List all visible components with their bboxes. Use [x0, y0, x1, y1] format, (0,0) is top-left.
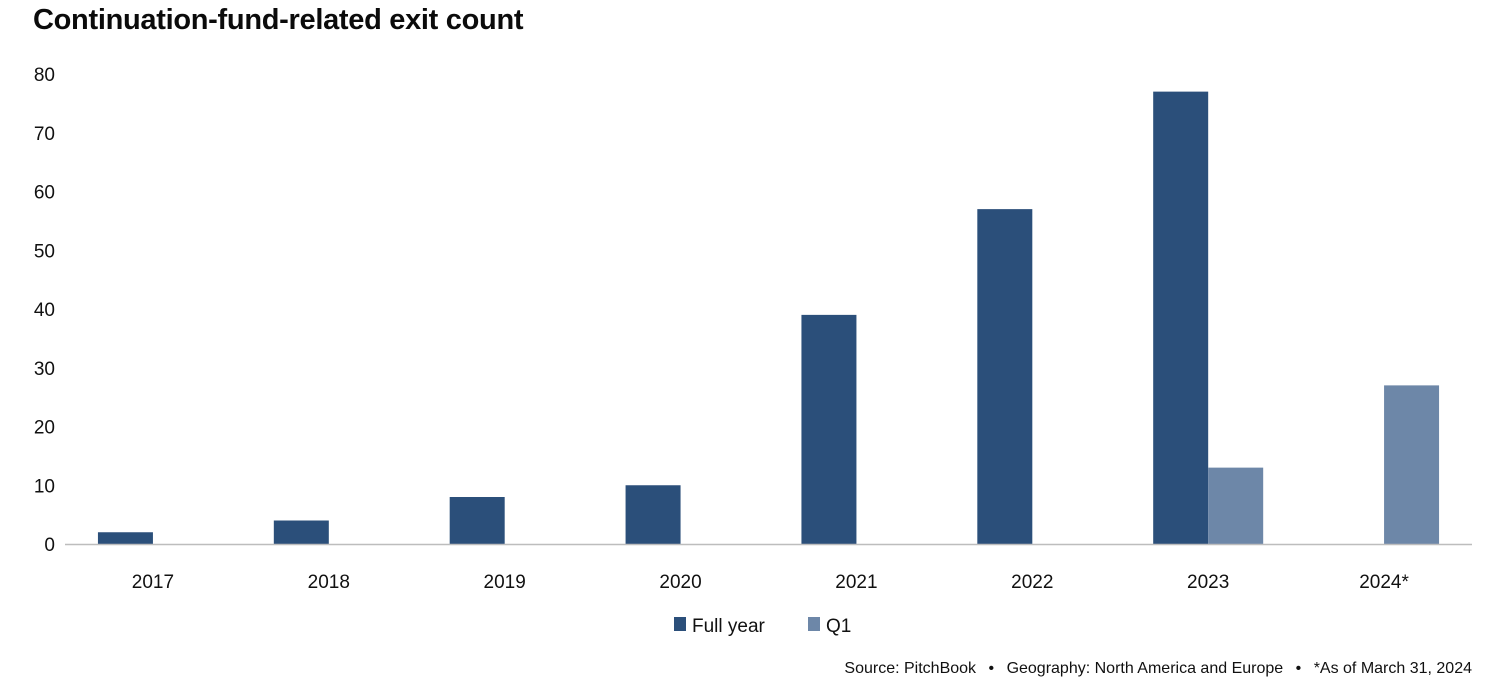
y-tick-label: 0: [44, 535, 55, 556]
x-tick-label: 2022: [1011, 572, 1053, 593]
y-tick-label: 30: [34, 359, 55, 380]
bar-full-year-2021: [801, 314, 857, 544]
x-tick-label: 2017: [132, 572, 174, 593]
source-note: Source: PitchBook • Geography: North Ame…: [844, 660, 1472, 678]
x-axis: 2017 2018 2019 2020 2021 2022 2023 2024*: [132, 572, 1410, 593]
x-tick-label: 2021: [835, 572, 877, 593]
bars: [97, 91, 1440, 544]
legend-label: Full year: [692, 616, 766, 637]
y-tick-label: 80: [34, 65, 55, 86]
footer-separator: •: [988, 660, 995, 677]
chart-title: Continuation-fund-related exit count: [33, 4, 524, 36]
y-tick-label: 10: [34, 476, 55, 497]
y-tick-label: 20: [34, 418, 55, 439]
bar-full-year-2023: [1153, 91, 1209, 544]
bar-q1-2023: [1208, 467, 1264, 544]
bar-full-year-2019: [449, 497, 505, 544]
y-tick-label: 40: [34, 300, 55, 321]
y-tick-label: 70: [34, 124, 55, 145]
legend-swatch: [808, 617, 820, 631]
bar-full-year-2018: [273, 520, 329, 544]
y-tick-label: 60: [34, 183, 55, 204]
bar-q1-2024: [1384, 385, 1440, 544]
bar-full-year-2017: [97, 532, 153, 544]
x-tick-label: 2019: [484, 572, 526, 593]
legend-swatch: [674, 617, 686, 631]
y-axis: 0 10 20 30 40 50 60 70 80: [34, 65, 55, 556]
as-of-text: *As of March 31, 2024: [1313, 660, 1472, 677]
legend-label: Q1: [826, 616, 851, 637]
x-tick-label: 2018: [308, 572, 350, 593]
y-tick-label: 50: [34, 241, 55, 262]
bar-full-year-2020: [625, 485, 681, 544]
footer-separator: •: [1295, 660, 1302, 677]
x-tick-label: 2023: [1187, 572, 1229, 593]
x-tick-label: 2020: [659, 572, 701, 593]
geography-text: Geography: North America and Europe: [1006, 660, 1284, 677]
x-tick-label: 2024*: [1359, 572, 1409, 593]
legend: Full year Q1: [674, 616, 851, 637]
source-text: Source: PitchBook: [844, 660, 977, 677]
bar-full-year-2022: [977, 209, 1033, 544]
